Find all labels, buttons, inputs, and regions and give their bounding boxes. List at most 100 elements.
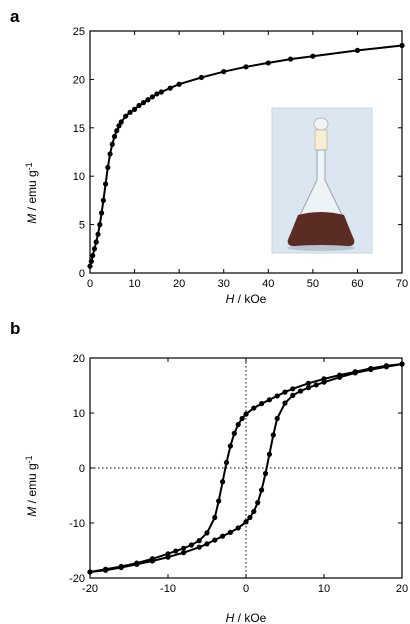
panel-a-data-point xyxy=(114,128,120,134)
panel-a-y-tick-label: 5 xyxy=(79,220,85,232)
panel-a-data-point xyxy=(107,151,113,157)
panel-a-data-point xyxy=(91,246,98,252)
panel-b-x-axis-label: H / kOe xyxy=(226,611,267,624)
panel-b-data-point xyxy=(212,537,218,543)
panel-a-data-point xyxy=(221,69,227,75)
panel-a-data-point xyxy=(243,64,249,70)
panel-b-data-point xyxy=(227,529,233,535)
panel-b-data-point xyxy=(235,525,241,531)
panel-a-data-point xyxy=(131,106,138,113)
panel-b-x-tick-label: 0 xyxy=(243,583,249,595)
panel-a-x-tick-label: 10 xyxy=(128,278,140,290)
panel-a-data-point xyxy=(399,42,405,49)
panel-a-data-point xyxy=(158,89,164,95)
inset-photo xyxy=(271,107,373,254)
panel-b-y-axis-label: M / emu g-1 xyxy=(24,455,39,516)
panel-b-y-tick-label: -10 xyxy=(69,518,85,530)
panel-b-data-point xyxy=(262,470,269,477)
panel-b-data-point xyxy=(298,388,304,394)
panel-b-data-point xyxy=(274,415,280,422)
panel-b-letter: b xyxy=(10,319,20,338)
panel-b-data-point xyxy=(118,564,124,571)
panel-a-data-point xyxy=(88,258,94,264)
panel-a-data-point xyxy=(111,133,118,140)
panel-b-data-point xyxy=(204,530,210,536)
panel-b-data-point xyxy=(243,411,249,417)
panel-a-data-point xyxy=(127,109,133,115)
panel-b-data-point xyxy=(255,500,261,506)
panel-b: b -20 -10 0 10 20 -20 -10 0 10 20 M / emu g-1 H /… xyxy=(10,319,408,624)
panel-b-data-point xyxy=(188,542,194,548)
panel-a-x-axis-label: H / kOe xyxy=(226,292,267,306)
panel-b-data-point xyxy=(399,361,405,367)
panel-b-y-tick-label: -20 xyxy=(69,573,85,585)
panel-a-axes-frame xyxy=(89,30,403,274)
panel-b-data-point xyxy=(87,569,93,575)
panel-b-data-point xyxy=(149,558,155,564)
panel-b-data-point xyxy=(270,432,276,438)
panel-b-data-point xyxy=(196,544,202,550)
panel-a-data-point xyxy=(136,102,142,109)
panel-a-data-point xyxy=(154,91,160,97)
panel-b-data-point xyxy=(313,382,319,388)
panel-b-x-tick-label: -20 xyxy=(82,583,98,595)
panel-a-data-point xyxy=(118,119,124,125)
panel-a-x-tick-label: 40 xyxy=(262,278,274,290)
panel-b-data-point xyxy=(266,451,272,457)
panel-a-x-tick-label: 30 xyxy=(218,278,230,290)
panel-a-data-point xyxy=(97,222,103,228)
panel-a-data-point xyxy=(98,210,105,216)
panel-b-data-point xyxy=(212,514,218,521)
panel-a-data-point xyxy=(100,197,106,203)
panel-b-data-point xyxy=(305,385,311,391)
panel-b-x-tick-label: 20 xyxy=(396,583,408,595)
panel-b-data-point xyxy=(103,567,109,573)
panel-b-data-point xyxy=(181,545,187,551)
plot-a: 0 10 20 30 40 50 60 70 0 5 10 15 20 25 xyxy=(73,26,408,290)
panel-b-x-tick-label: -10 xyxy=(160,583,176,595)
panel-b-data-point xyxy=(231,430,237,436)
panel-a-data-point xyxy=(149,94,155,100)
panel-b-data-point xyxy=(305,380,311,386)
panel-a-data-point xyxy=(287,56,294,62)
panel-a-data-point xyxy=(87,263,93,269)
panel-a-data-point xyxy=(90,252,96,259)
panel-b-y-tick-label: 0 xyxy=(79,463,85,475)
panel-a-data-point xyxy=(145,97,151,103)
panel-b-data-point xyxy=(227,443,233,449)
panel-b-data-point xyxy=(181,550,187,556)
panel-b-data-point xyxy=(239,415,245,422)
panel-b-data-point xyxy=(173,548,179,554)
panel-b-data-point xyxy=(216,498,222,504)
panel-b-data-point xyxy=(337,374,343,380)
panel-b-data-point xyxy=(220,479,226,485)
panel-a-data-point xyxy=(310,53,316,59)
panel-a-data-point xyxy=(140,100,147,106)
panel-a-data-point xyxy=(116,123,122,129)
panel-b-data-point xyxy=(223,459,230,466)
panel-b-data-point xyxy=(165,554,171,560)
panel-b-data-point xyxy=(368,366,374,373)
panel-b-data-point xyxy=(251,405,257,411)
panel-b-y-tick-label: 10 xyxy=(73,408,85,420)
panel-a-data-point xyxy=(354,47,361,53)
panel-b-data-point xyxy=(274,393,280,399)
panel-b-data-point xyxy=(259,401,265,407)
panel-a-data-point xyxy=(176,81,182,87)
panel-b-data-point xyxy=(251,508,257,515)
panel-a-data-point xyxy=(105,164,111,171)
panel-a-x-tick-label: 50 xyxy=(307,278,319,290)
panel-b-data-point xyxy=(247,514,253,521)
panel-a-y-tick-label: 20 xyxy=(73,74,85,86)
panel-b-data-point xyxy=(134,561,140,567)
panel-b-data-point xyxy=(282,389,288,395)
panel-b-data-point xyxy=(259,487,265,493)
panel-b-data-point xyxy=(220,533,226,539)
panel-b-data-point xyxy=(282,400,288,406)
panel-a-data-point xyxy=(95,231,101,237)
panel-a-letter: a xyxy=(10,7,20,26)
panel-a-data-point xyxy=(167,85,173,91)
panel-a-data-point xyxy=(123,113,129,119)
